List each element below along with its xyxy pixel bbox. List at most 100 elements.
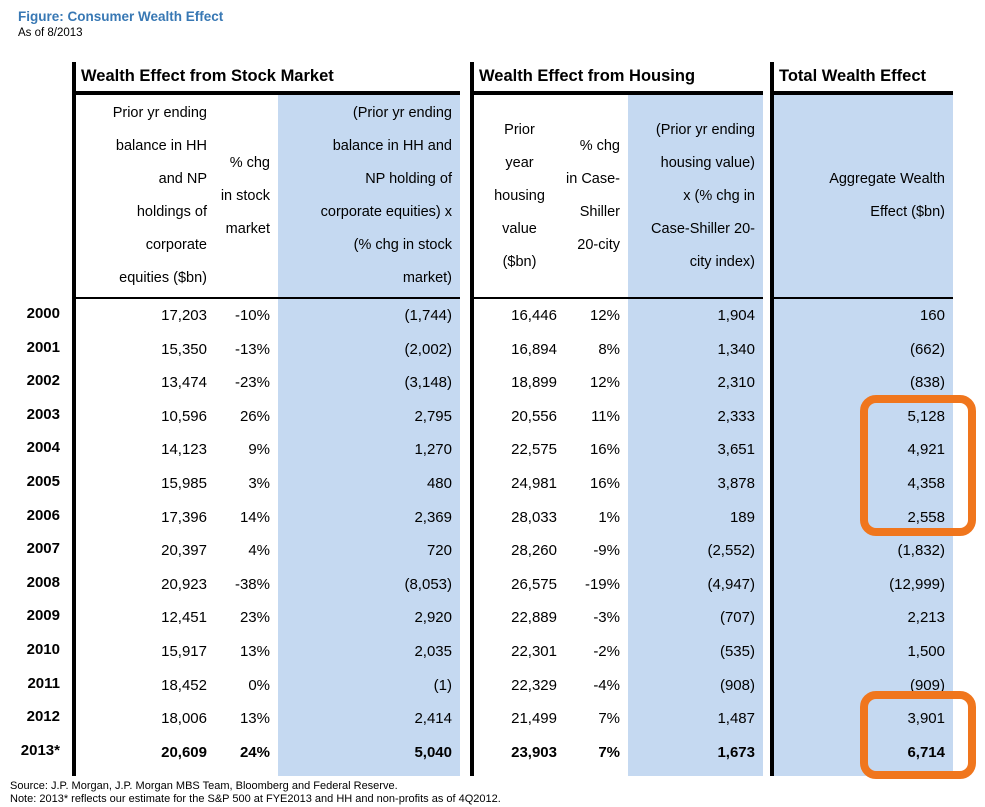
cell-stock-chg (215, 769, 278, 776)
table-row: (12,999) (774, 567, 953, 602)
table-row: 160 (774, 299, 953, 333)
cell-housing-chg: 7% (598, 743, 620, 761)
row-year-label: 2001 (26, 338, 60, 356)
cell-stock-chg: 24% (239, 743, 270, 761)
cell-housing-value: 22,889 (511, 609, 557, 627)
cell-total: (12,999) (774, 567, 953, 602)
cell-stock-chg: 0% (248, 676, 270, 694)
section-title-housing: Wealth Effect from Housing (474, 62, 763, 95)
total-body: 160 (662) (838) 5,128 4,921 4,358 2,558 (1,832)… (774, 299, 953, 777)
table-row: 20,923 -38% (8,053) (76, 567, 460, 602)
row-year-label: 2011 (27, 674, 60, 692)
table-row: 4,921 (774, 433, 953, 467)
row-year-label: 2002 (26, 372, 60, 390)
cell-housing-effect: 1,673 (628, 735, 763, 770)
row-year-label: 2005 (26, 472, 60, 490)
cell-stock-balance: 20,397 (161, 542, 207, 560)
stock-market-body: 17,203 -10% (1,744) 15,350 -13% (2,002) 13,474… (76, 299, 460, 777)
header-stock-wealth-effect: (Prior yr ending balance in HH and NP ho… (278, 95, 460, 297)
cell-stock-effect: (3,148) (278, 366, 460, 400)
row-year-label: 2013* (20, 741, 60, 759)
table-row: (662) (774, 332, 953, 367)
cell-housing-chg (565, 769, 628, 776)
table-row: 15,917 13% 2,035 (76, 634, 460, 669)
cell-total: 5,128 (774, 399, 953, 434)
table-row: 1,500 (774, 634, 953, 669)
table-row: 26,575 -19% (4,947) (474, 567, 763, 602)
table-row: 23,903 7% 1,673 (474, 735, 763, 770)
table-row: (1,832) (774, 534, 953, 568)
cell-stock-chg: 14% (239, 508, 270, 526)
cell-housing-value: 21,499 (511, 710, 557, 728)
total-header-row: Aggregate Wealth Effect ($bn) (774, 95, 953, 299)
table-row: 6,714 (774, 735, 953, 770)
cell-stock-chg: -13% (234, 340, 270, 358)
cell-total: 2,213 (774, 601, 953, 635)
table-row: 15,350 -13% (2,002) (76, 332, 460, 367)
table-row: 17,396 14% 2,369 (76, 500, 460, 535)
table-row: 16,894 8% 1,340 (474, 332, 763, 367)
table-row: 12,451 23% 2,920 (76, 601, 460, 635)
table-row: 28,033 1% 189 (474, 500, 763, 535)
cell-housing-effect: 2,333 (628, 399, 763, 434)
cell-stock-chg: 26% (239, 407, 270, 425)
cell-stock-chg: 3% (248, 474, 270, 492)
table-row: 5,128 (774, 399, 953, 434)
table-row: 20,609 24% 5,040 (76, 735, 460, 770)
cell-housing-chg: 12% (589, 374, 620, 392)
cell-housing-effect: (535) (628, 634, 763, 669)
section-title-stock-market: Wealth Effect from Stock Market (76, 62, 460, 95)
cell-housing-effect: 2,310 (628, 366, 763, 400)
cell-stock-effect: 2,414 (278, 702, 460, 736)
table-row: 20,556 11% 2,333 (474, 399, 763, 434)
table-spacer-row (474, 769, 763, 777)
cell-housing-effect: (707) (628, 601, 763, 635)
cell-housing-effect: 3,878 (628, 466, 763, 501)
cell-stock-effect: 480 (278, 466, 460, 501)
section-title-total: Total Wealth Effect (774, 62, 953, 95)
cell-stock-balance: 17,396 (161, 508, 207, 526)
cell-stock-chg: 23% (239, 609, 270, 627)
cell-stock-chg: 13% (239, 710, 270, 728)
table-row: 24,981 16% 3,878 (474, 466, 763, 501)
cell-housing-value: 20,556 (511, 407, 557, 425)
note-line: Note: 2013* reflects our estimate for th… (10, 793, 501, 805)
cell-total: (662) (774, 332, 953, 367)
section-total: Total Wealth Effect Aggregate Wealth Eff… (770, 62, 953, 777)
table-row: 14,123 9% 1,270 (76, 433, 460, 467)
cell-total: 4,358 (774, 466, 953, 501)
cell-stock-effect: 720 (278, 534, 460, 568)
cell-stock-chg: 9% (248, 441, 270, 459)
table-row: 20,397 4% 720 (76, 534, 460, 568)
cell-housing-value: 22,301 (511, 642, 557, 660)
cell-stock-balance: 12,451 (161, 609, 207, 627)
table-spacer-row (76, 769, 460, 777)
housing-body: 16,446 12% 1,904 16,894 8% 1,340 18,899 12% 2,31… (474, 299, 763, 777)
cell-stock-effect: 2,369 (278, 500, 460, 535)
cell-total: 1,500 (774, 634, 953, 669)
cell-housing-effect: (4,947) (628, 567, 763, 602)
table-row: 18,006 13% 2,414 (76, 702, 460, 736)
cell-stock-balance: 15,985 (161, 474, 207, 492)
section-housing: Wealth Effect from Housing Prior year ho… (470, 62, 763, 777)
cell-housing-effect: 1,904 (628, 299, 763, 333)
cell-stock-effect (278, 769, 460, 777)
cell-housing-chg: 1% (598, 508, 620, 526)
cell-housing-value: 18,899 (511, 374, 557, 392)
table-row: 13,474 -23% (3,148) (76, 366, 460, 400)
row-year-label: 2000 (26, 305, 60, 322)
cell-housing-value: 26,575 (511, 575, 557, 593)
cell-housing-value: 28,033 (511, 508, 557, 526)
cell-stock-effect: (8,053) (278, 567, 460, 602)
table-row: 22,329 -4% (908) (474, 668, 763, 703)
cell-housing-chg: -2% (593, 642, 620, 660)
row-year-label: 2004 (26, 439, 60, 457)
stock-market-header-row: Prior yr ending balance in HH and NP hol… (76, 95, 460, 299)
table-row: 16,446 12% 1,904 (474, 299, 763, 333)
row-year-label: 2003 (26, 405, 60, 423)
cell-total: (1,832) (774, 534, 953, 568)
cell-stock-effect: (1,744) (278, 299, 460, 333)
cell-stock-effect: 1,270 (278, 433, 460, 467)
cell-stock-balance: 14,123 (161, 441, 207, 459)
cell-housing-effect: 3,651 (628, 433, 763, 467)
